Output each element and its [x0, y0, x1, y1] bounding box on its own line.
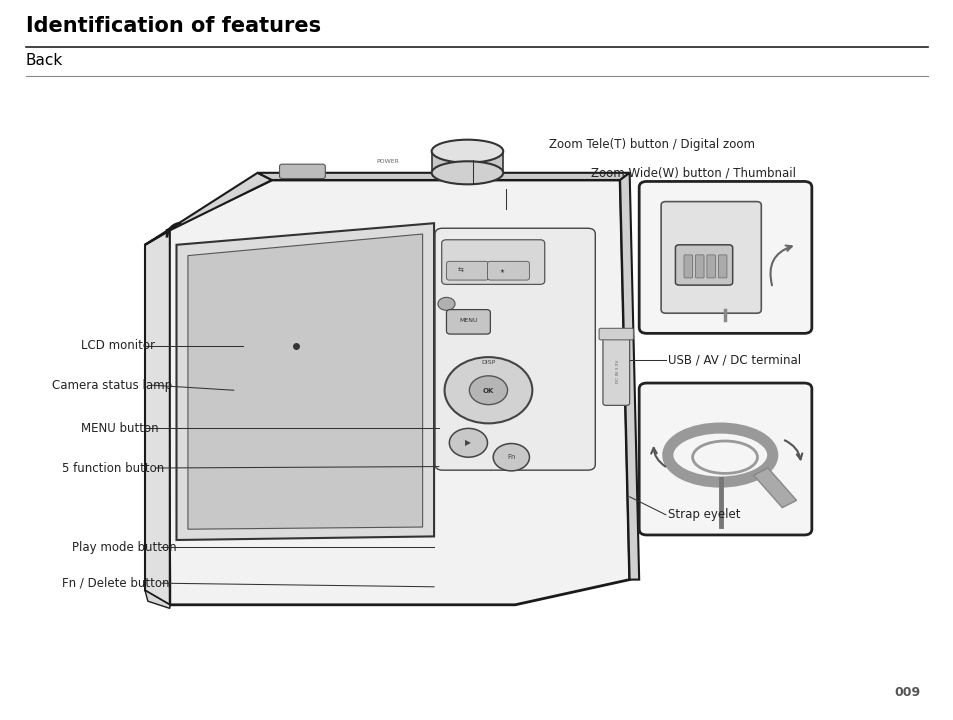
FancyBboxPatch shape: [639, 383, 811, 535]
FancyBboxPatch shape: [446, 310, 490, 334]
FancyBboxPatch shape: [441, 240, 544, 284]
Circle shape: [493, 444, 529, 471]
Text: USB / AV / DC terminal: USB / AV / DC terminal: [667, 354, 801, 366]
FancyBboxPatch shape: [718, 255, 726, 278]
Text: Strap eyelet: Strap eyelet: [667, 508, 740, 521]
Polygon shape: [176, 223, 434, 540]
FancyBboxPatch shape: [660, 202, 760, 313]
Text: Play mode button: Play mode button: [71, 541, 176, 554]
FancyBboxPatch shape: [706, 255, 715, 278]
FancyArrowPatch shape: [770, 246, 791, 285]
FancyBboxPatch shape: [639, 181, 811, 333]
FancyBboxPatch shape: [446, 261, 488, 280]
FancyBboxPatch shape: [675, 245, 732, 285]
Circle shape: [437, 297, 455, 310]
FancyArrowPatch shape: [784, 441, 801, 459]
FancyArrowPatch shape: [651, 448, 665, 467]
Text: Back: Back: [26, 53, 63, 68]
Text: POWER: POWER: [376, 159, 399, 164]
Polygon shape: [145, 173, 272, 245]
Polygon shape: [145, 230, 170, 605]
Text: MENU button: MENU button: [81, 422, 158, 435]
Circle shape: [444, 357, 532, 423]
Polygon shape: [188, 234, 422, 529]
Text: ⇆: ⇆: [457, 268, 463, 274]
FancyBboxPatch shape: [683, 255, 692, 278]
Circle shape: [469, 376, 507, 405]
Polygon shape: [167, 180, 629, 605]
Text: Zoom Wide(W) button / Thumbnail: Zoom Wide(W) button / Thumbnail: [591, 166, 796, 179]
Text: DC IN 3.3V: DC IN 3.3V: [616, 360, 619, 383]
FancyBboxPatch shape: [598, 328, 633, 340]
Circle shape: [449, 428, 487, 457]
Polygon shape: [145, 590, 170, 608]
Text: LCD monitor: LCD monitor: [81, 339, 155, 352]
Text: OK: OK: [482, 388, 494, 394]
FancyBboxPatch shape: [279, 164, 325, 179]
FancyBboxPatch shape: [487, 261, 529, 280]
Text: 009: 009: [894, 686, 920, 699]
Text: MENU: MENU: [458, 318, 477, 323]
FancyBboxPatch shape: [602, 336, 629, 405]
Text: Fn / Delete button: Fn / Delete button: [62, 577, 170, 590]
Polygon shape: [257, 173, 629, 180]
FancyBboxPatch shape: [695, 255, 703, 278]
Text: Identification of features: Identification of features: [26, 17, 320, 37]
Text: ★: ★: [498, 269, 504, 274]
Ellipse shape: [431, 140, 503, 163]
Ellipse shape: [692, 441, 757, 474]
Text: Camera status lamp: Camera status lamp: [52, 379, 172, 392]
Text: DISP: DISP: [481, 360, 495, 365]
Text: ▶: ▶: [465, 438, 471, 447]
Text: 5 function button: 5 function button: [62, 462, 164, 474]
Text: Fn: Fn: [507, 454, 515, 460]
Polygon shape: [619, 173, 639, 580]
Polygon shape: [432, 151, 502, 173]
Polygon shape: [753, 468, 796, 508]
FancyBboxPatch shape: [435, 228, 595, 470]
Text: Zoom Tele(T) button / Digital zoom: Zoom Tele(T) button / Digital zoom: [548, 138, 754, 150]
Ellipse shape: [431, 161, 503, 184]
